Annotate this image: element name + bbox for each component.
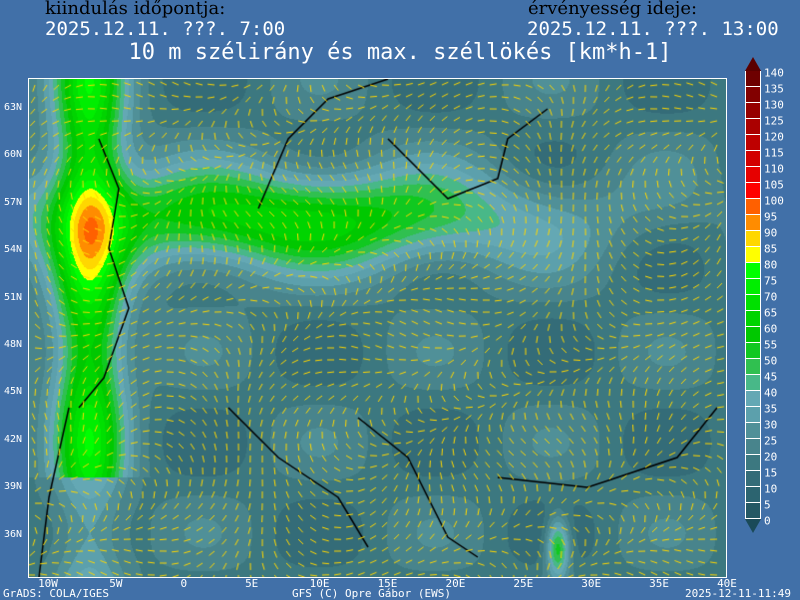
legend-tick: 110 xyxy=(764,162,784,176)
legend-tick: 135 xyxy=(764,82,784,96)
lat-label: 39N xyxy=(4,481,23,493)
legend-swatch xyxy=(745,71,761,87)
legend-swatch xyxy=(745,343,761,359)
init-time-label: kiindulás időpontja: xyxy=(45,0,226,19)
legend-tick: 90 xyxy=(764,226,778,240)
lat-label: 45N xyxy=(4,386,23,398)
legend-swatch xyxy=(745,151,761,167)
legend-tick: 65 xyxy=(764,306,778,320)
lon-label: 10W xyxy=(38,577,58,590)
legend-swatch xyxy=(745,103,761,119)
legend-tick: 85 xyxy=(764,242,778,256)
legend-swatch xyxy=(745,279,761,295)
lat-label: 36N xyxy=(4,528,23,540)
legend-tick: 0 xyxy=(764,514,771,528)
lat-label: 51N xyxy=(4,291,23,303)
legend-swatch xyxy=(745,503,761,519)
legend-swatch xyxy=(745,231,761,247)
lon-label: 10E xyxy=(309,577,330,590)
legend-tick: 30 xyxy=(764,418,778,432)
legend-arrow-down xyxy=(745,519,761,533)
lon-label: 5W xyxy=(109,577,123,590)
color-legend xyxy=(745,57,761,533)
legend-swatch xyxy=(745,87,761,103)
legend-tick: 105 xyxy=(764,178,784,192)
legend-swatch xyxy=(745,391,761,407)
chart-title: 10 m szélirány és max. széllökés [km*h-1… xyxy=(128,40,672,65)
lon-label: 20E xyxy=(445,577,466,590)
legend-tick: 95 xyxy=(764,210,778,224)
legend-tick: 115 xyxy=(764,146,784,160)
legend-tick: 70 xyxy=(764,290,778,304)
lon-label: 0 xyxy=(180,577,188,590)
legend-swatch xyxy=(745,471,761,487)
legend-swatch xyxy=(745,375,761,391)
legend-tick: 20 xyxy=(764,450,778,464)
legend-swatch xyxy=(745,167,761,183)
lat-label: 48N xyxy=(4,339,23,350)
valid-time-value: 2025.12.11. ???. 13:00 xyxy=(527,18,779,40)
legend-tick: 120 xyxy=(764,130,784,144)
legend-swatch xyxy=(745,215,761,231)
legend-swatch xyxy=(745,407,761,423)
lon-label: 5E xyxy=(245,577,259,590)
legend-swatch xyxy=(745,311,761,327)
lat-label: 63N xyxy=(4,102,23,113)
legend-swatch xyxy=(745,487,761,503)
legend-swatch xyxy=(745,247,761,263)
footer-credit: GFS (C) Opre Gábor (EWS) xyxy=(292,587,451,600)
legend-tick: 25 xyxy=(764,434,778,448)
lon-label: 40E xyxy=(717,577,737,590)
lat-label: 60N xyxy=(4,149,23,161)
legend-swatch xyxy=(745,439,761,455)
legend-swatch xyxy=(745,119,761,135)
legend-swatch xyxy=(745,183,761,199)
legend-tick: 140 xyxy=(764,66,784,80)
legend-swatch xyxy=(745,455,761,471)
legend-tick: 50 xyxy=(764,354,778,368)
lon-label: 35E xyxy=(649,577,670,590)
legend-swatch xyxy=(745,295,761,311)
lat-label: 42N xyxy=(4,433,23,445)
legend-tick: 45 xyxy=(764,370,778,384)
legend-swatch xyxy=(745,327,761,343)
wind-gust-map xyxy=(28,78,727,578)
footer-software: GrADS: COLA/IGES xyxy=(3,587,109,600)
legend-tick: 40 xyxy=(764,386,778,400)
lon-label: 25E xyxy=(513,577,534,590)
legend-tick: 130 xyxy=(764,98,784,112)
legend-swatch xyxy=(745,199,761,215)
legend-tick: 10 xyxy=(764,482,778,496)
lon-label: 30E xyxy=(581,577,602,590)
lat-label: 57N xyxy=(4,196,23,208)
lat-label: 54N xyxy=(4,244,23,256)
legend-swatch xyxy=(745,263,761,279)
legend-tick: 100 xyxy=(764,194,784,208)
legend-tick: 15 xyxy=(764,466,778,480)
legend-tick: 55 xyxy=(764,338,778,352)
legend-tick: 80 xyxy=(764,258,778,272)
legend-swatch xyxy=(745,135,761,151)
legend-arrow-up xyxy=(745,57,761,71)
valid-time-label: érvényesség ideje: xyxy=(528,0,698,19)
legend-tick: 35 xyxy=(764,402,778,416)
legend-tick: 60 xyxy=(764,322,778,336)
legend-swatch xyxy=(745,423,761,439)
legend-tick: 125 xyxy=(764,114,784,128)
legend-swatch xyxy=(745,359,761,375)
init-time-value: 2025.12.11. ???. 7:00 xyxy=(45,18,286,40)
lon-label: 15E xyxy=(377,577,398,590)
legend-tick: 75 xyxy=(764,274,778,288)
footer-timestamp: 2025-12-11-11:49 xyxy=(685,587,791,600)
legend-tick: 5 xyxy=(764,498,771,512)
